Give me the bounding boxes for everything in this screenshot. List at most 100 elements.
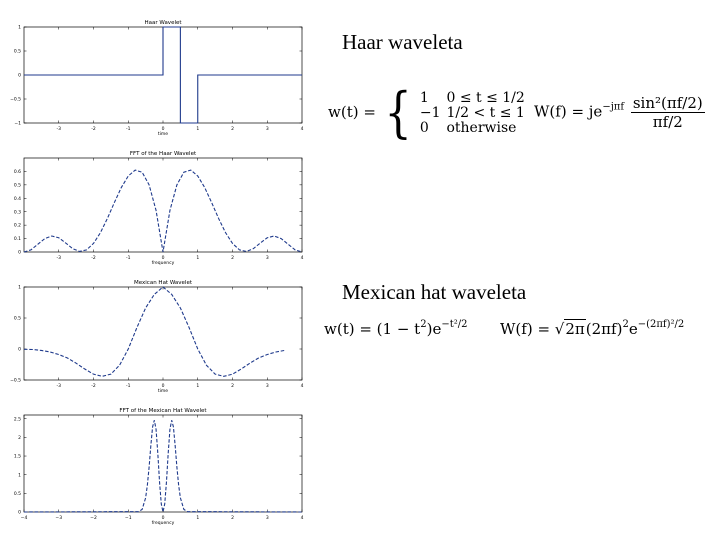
x-tick-label: -3: [57, 126, 62, 132]
x-tick-label: 0: [162, 255, 165, 261]
haar-W-lhs: W(f) = je: [534, 102, 603, 121]
mex-w-mid: )e: [426, 320, 442, 338]
mex-W-square: 2: [622, 319, 629, 330]
plot-title: Haar Wavelet: [144, 20, 182, 26]
x-axis-label: time: [158, 388, 168, 394]
x-tick-label: 3: [266, 126, 269, 132]
haar-case-value: −1: [419, 104, 441, 121]
x-tick-label: 0: [162, 515, 165, 521]
haar-w-lhs: w(t) =: [328, 103, 376, 121]
x-axis-label: time: [158, 131, 168, 137]
haar-W-denominator: πf/2: [652, 113, 683, 131]
y-tick-label: 0.6: [14, 169, 21, 175]
x-tick-label: −1: [125, 515, 132, 521]
haar-W-exponent: −jπf: [602, 101, 625, 113]
haar-case-value: 0: [419, 119, 429, 136]
y-tick-label: 0: [18, 73, 21, 79]
mex-w-square: 2: [420, 319, 427, 330]
y-tick-label: −1: [14, 121, 21, 127]
y-tick-label: 0.3: [14, 209, 21, 215]
mexican-hat-heading: Mexican hat waveleta: [342, 280, 527, 304]
x-tick-label: 3: [266, 515, 269, 521]
y-tick-label: 0: [18, 250, 21, 256]
y-tick-label: 2: [18, 435, 21, 441]
mex-W-lhs: W(f) =: [500, 320, 551, 338]
x-tick-label: 1: [196, 515, 199, 521]
y-tick-label: −0.5: [10, 97, 21, 103]
y-tick-label: 0.5: [14, 182, 21, 188]
x-tick-label: -1: [126, 126, 131, 132]
haar-case-condition: 1/2 < t ≤ 1: [446, 104, 525, 121]
haar-time-formula: w(t) = { 1 0 ≤ t ≤ 1/2 −1 1/2 < t ≤ 1 0 …: [328, 86, 531, 140]
y-tick-label: 1: [18, 25, 21, 31]
haar-heading: Haar waveleta: [342, 30, 463, 54]
mexican-frequency-formula: W(f) = √2π(2πf)2e−(2πf)²/2: [500, 319, 685, 338]
haar-W-fraction: sin²(πf/2) πf/2: [630, 94, 705, 131]
haar-case-row: 1 0 ≤ t ≤ 1/2: [420, 89, 531, 106]
x-tick-label: −4: [21, 515, 28, 521]
haar-cases: 1 0 ≤ t ≤ 1/2 −1 1/2 < t ≤ 1 0 otherwise: [419, 89, 531, 136]
haar-W-numerator: sin²(πf/2): [630, 94, 705, 113]
haar-case-condition: otherwise: [446, 119, 517, 136]
plot-title: FFT of the Haar Wavelet: [130, 151, 197, 157]
x-tick-label: -2: [91, 255, 96, 261]
mex-w-exponent: −t²/2: [441, 319, 468, 330]
y-tick-label: 0.5: [14, 491, 21, 497]
haar-frequency-formula: W(f) = je−jπf sin²(πf/2) πf/2: [534, 94, 707, 131]
x-tick-label: 4: [301, 515, 304, 521]
y-tick-label: 0.1: [14, 236, 21, 242]
x-tick-label: 2: [231, 126, 234, 132]
y-tick-label: 0.2: [14, 223, 21, 229]
haar-brace: {: [384, 81, 412, 144]
x-axis-label: frequency: [152, 520, 175, 526]
mex-W-exponent: −(2πf)²/2: [637, 319, 685, 330]
series-line: [23, 286, 285, 377]
haar-case-row: −1 1/2 < t ≤ 1: [419, 104, 531, 121]
y-tick-label: 1: [18, 285, 21, 291]
y-tick-label: 1.5: [14, 454, 21, 460]
x-tick-label: 4: [301, 255, 304, 261]
x-tick-label: 0: [162, 126, 165, 132]
plot-frame: [23, 414, 303, 513]
x-tick-label: -3: [57, 255, 62, 261]
series-line: [23, 420, 303, 513]
x-tick-label: 1: [196, 126, 199, 132]
y-tick-label: 0: [18, 347, 21, 353]
y-tick-label: 0.4: [14, 196, 21, 202]
y-tick-label: 0.5: [14, 316, 21, 322]
x-tick-label: -3: [57, 383, 62, 389]
series-line: [23, 169, 303, 253]
x-tick-label: -2: [91, 383, 96, 389]
y-tick-label: −0.5: [10, 378, 21, 384]
x-tick-label: 1: [196, 383, 199, 389]
x-tick-label: -1: [126, 255, 131, 261]
y-tick-label: 1: [18, 472, 21, 478]
mex-w-lhs: w(t) = (1 − t: [324, 320, 421, 338]
x-tick-label: -1: [126, 383, 131, 389]
x-axis-label: frequency: [152, 260, 175, 266]
x-tick-label: 0: [162, 383, 165, 389]
haar-case-condition: 0 ≤ t ≤ 1/2: [446, 89, 525, 106]
x-tick-label: 3: [266, 255, 269, 261]
y-tick-label: 0: [18, 510, 21, 516]
wavelet-plots: Haar Wavelet -3 -2 -1 0 1 2 3 4 −1 −0.5 0 0.5 1 time FF…: [10, 20, 304, 526]
x-tick-label: −2: [90, 515, 97, 521]
x-tick-label: 2: [231, 383, 234, 389]
mexican-time-formula: w(t) = (1 − t2)e−t²/2: [324, 319, 468, 339]
plot-frame: [23, 286, 303, 381]
plot-title: Mexican Hat Wavelet: [134, 280, 193, 286]
plot-frame: [23, 157, 303, 253]
x-tick-label: −3: [55, 515, 62, 521]
series-line: [24, 26, 302, 124]
x-tick-label: 2: [231, 515, 234, 521]
x-tick-label: 4: [301, 126, 304, 132]
plot-title: FFT of the Mexican Hat Wavelet: [119, 408, 207, 414]
sqrt-sign: √: [554, 320, 565, 338]
x-tick-label: -2: [91, 126, 96, 132]
mex-W-mid: (2πf): [585, 320, 623, 338]
x-tick-label: 3: [266, 383, 269, 389]
x-tick-label: 2: [231, 255, 234, 261]
haar-case-row: 0 otherwise: [419, 119, 531, 136]
x-tick-label: 4: [301, 383, 304, 389]
mex-W-e: e: [628, 320, 638, 338]
